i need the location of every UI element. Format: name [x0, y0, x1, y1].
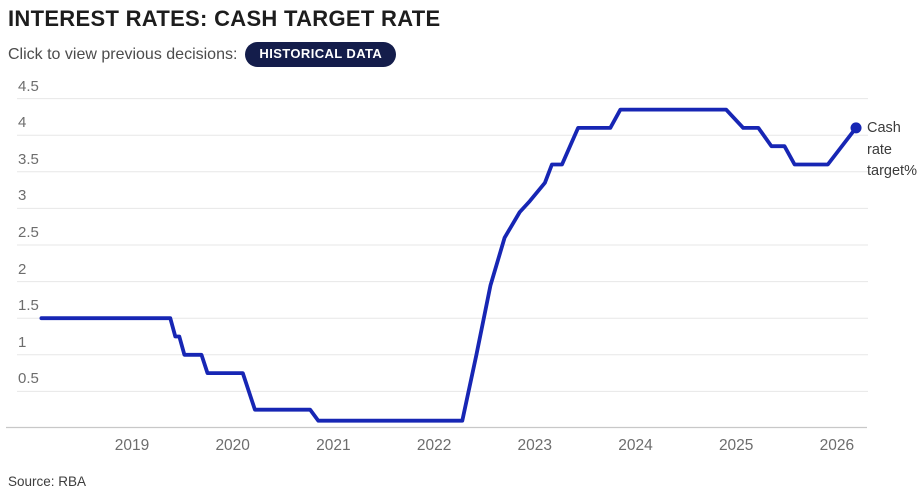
y-tick-label: 3.5 [18, 150, 39, 168]
y-tick-label: 2.5 [18, 224, 39, 241]
historical-data-button[interactable]: HISTORICAL DATA [245, 42, 397, 67]
x-tick-label: 2023 [517, 437, 553, 454]
x-tick-label: 2019 [114, 437, 150, 454]
x-tick-label: 2024 [618, 437, 653, 454]
x-tick-label: 2021 [316, 437, 351, 454]
y-tick-label: 1 [18, 333, 27, 351]
subtitle-row: Click to view previous decisions: HISTOR… [8, 42, 397, 67]
y-tick-label: 3 [18, 187, 27, 205]
y-tick-label: 0.5 [18, 370, 39, 388]
x-tick-label: 2020 [215, 437, 250, 454]
y-tick-label: 2 [18, 260, 27, 278]
y-tick-label: 4 [18, 114, 27, 132]
cash-rate-line [39, 107, 858, 423]
source-note: Source: RBA [8, 474, 87, 489]
y-tick-label: 1.5 [18, 297, 39, 315]
x-tick-label: 2022 [416, 437, 452, 454]
page-title: INTEREST RATES: CASH TARGET RATE [8, 6, 441, 31]
x-tick-label: 2026 [819, 437, 855, 454]
subtitle-text: Click to view previous decisions: [8, 45, 238, 63]
y-tick-label: 4.5 [18, 77, 39, 95]
x-tick-label: 2025 [718, 437, 754, 454]
series-end-label: Cash rate target% [867, 120, 917, 179]
end-point-dot [850, 122, 862, 134]
